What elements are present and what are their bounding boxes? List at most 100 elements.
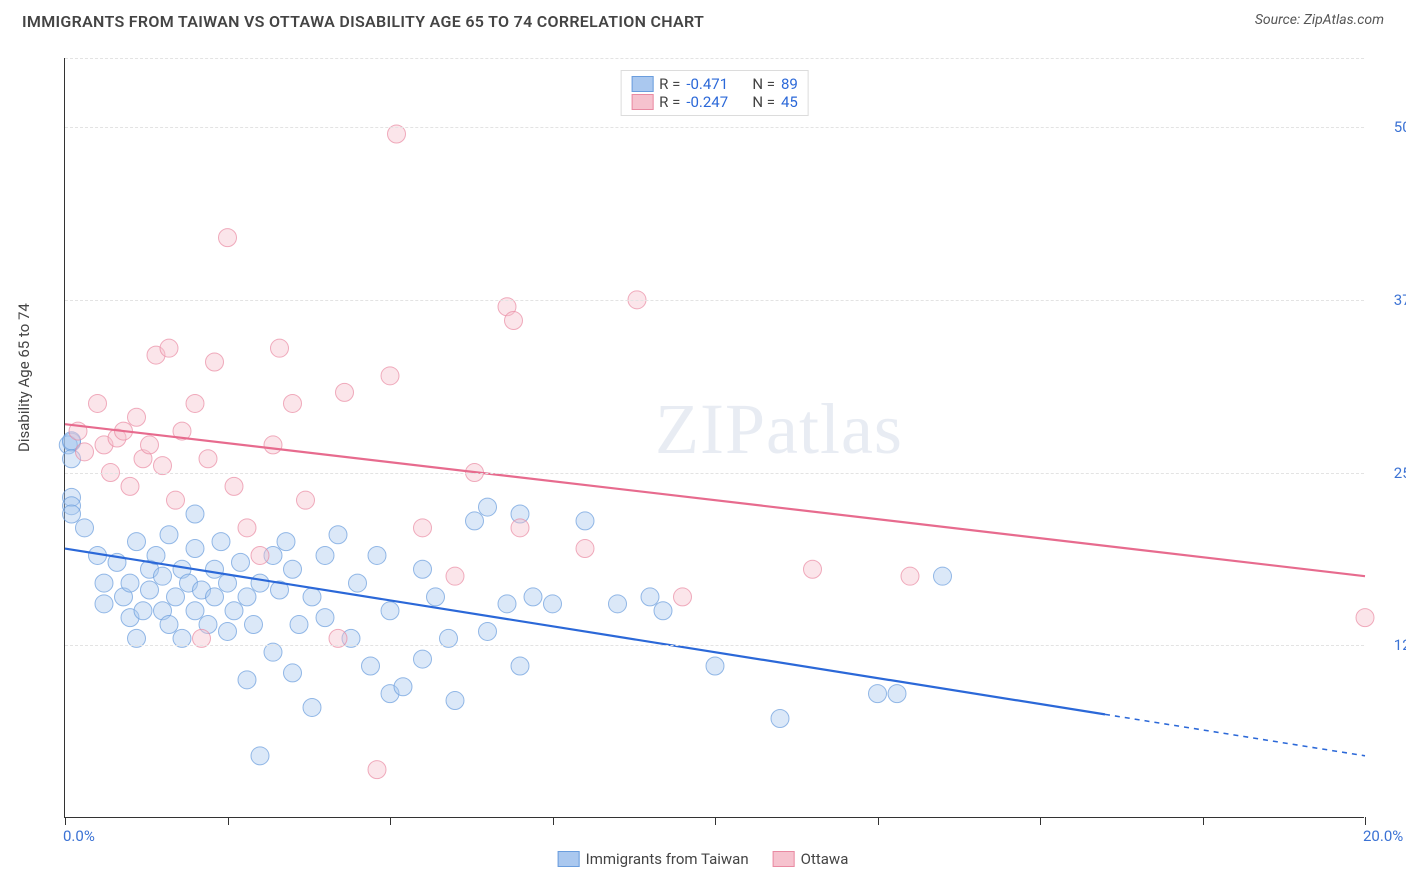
chart-container: Disability Age 65 to 74 ZIPatlas R =-0.4… xyxy=(22,42,1384,862)
data-point xyxy=(277,533,295,551)
data-point xyxy=(245,616,263,634)
data-point xyxy=(284,560,302,578)
data-point xyxy=(225,477,243,495)
data-point xyxy=(498,595,516,613)
data-point xyxy=(414,519,432,537)
data-point xyxy=(219,622,237,640)
grid-line xyxy=(65,645,1364,646)
x-tick xyxy=(1040,817,1041,825)
legend-series-name: Immigrants from Taiwan xyxy=(586,850,749,868)
legend-n-value: 89 xyxy=(781,75,798,93)
data-point xyxy=(264,436,282,454)
data-point xyxy=(186,540,204,558)
legend-r-label: R = xyxy=(659,93,680,111)
x-tick xyxy=(1203,817,1204,825)
grid-line xyxy=(65,127,1364,128)
data-point xyxy=(271,339,289,357)
data-point xyxy=(284,394,302,412)
data-point xyxy=(901,567,919,585)
data-point xyxy=(219,229,237,247)
data-point xyxy=(368,761,386,779)
data-point xyxy=(219,574,237,592)
data-point xyxy=(394,678,412,696)
data-point xyxy=(511,657,529,675)
data-point xyxy=(76,443,94,461)
data-point xyxy=(167,491,185,509)
data-point xyxy=(381,367,399,385)
grid-line xyxy=(65,58,1364,59)
data-point xyxy=(95,574,113,592)
data-point xyxy=(206,588,224,606)
data-point xyxy=(381,602,399,620)
legend-swatch xyxy=(558,851,580,867)
data-point xyxy=(316,546,334,564)
data-point xyxy=(232,553,250,571)
correlation-legend: R =-0.471N =89R =-0.247N =45 xyxy=(620,70,809,116)
data-point xyxy=(167,588,185,606)
data-point xyxy=(186,602,204,620)
data-point xyxy=(238,588,256,606)
legend-n-label: N = xyxy=(752,93,775,111)
data-point xyxy=(303,588,321,606)
data-point xyxy=(479,622,497,640)
grid-line xyxy=(65,300,1364,301)
data-point xyxy=(206,560,224,578)
legend-r-value: -0.247 xyxy=(686,93,746,111)
data-point xyxy=(804,560,822,578)
data-point xyxy=(95,595,113,613)
data-point xyxy=(674,588,692,606)
data-point xyxy=(505,312,523,330)
legend-swatch xyxy=(631,94,653,110)
y-tick-label: 50.0% xyxy=(1394,118,1406,136)
legend-swatch xyxy=(631,76,653,92)
data-point xyxy=(466,512,484,530)
data-point xyxy=(362,657,380,675)
data-point xyxy=(199,450,217,468)
legend-row: R =-0.471N =89 xyxy=(631,75,798,93)
data-point xyxy=(141,436,159,454)
legend-r-label: R = xyxy=(659,75,680,93)
data-point xyxy=(76,519,94,537)
data-point xyxy=(427,588,445,606)
legend-r-value: -0.471 xyxy=(686,75,746,93)
data-point xyxy=(212,533,230,551)
x-tick xyxy=(390,817,391,825)
data-point xyxy=(479,498,497,516)
legend-series-name: Ottawa xyxy=(801,850,849,868)
data-point xyxy=(414,650,432,668)
data-point xyxy=(329,526,347,544)
data-point xyxy=(121,574,139,592)
data-point xyxy=(141,581,159,599)
data-point xyxy=(206,353,224,371)
data-point xyxy=(446,567,464,585)
x-tick xyxy=(1365,817,1366,825)
data-point xyxy=(641,588,659,606)
data-point xyxy=(446,692,464,710)
data-point xyxy=(1356,609,1374,627)
x-tick xyxy=(553,817,554,825)
data-point xyxy=(511,519,529,537)
data-point xyxy=(706,657,724,675)
data-point xyxy=(316,609,334,627)
x-tick-label: 20.0% xyxy=(1363,827,1403,845)
plot-area: ZIPatlas R =-0.471N =89R =-0.247N =45 12… xyxy=(64,58,1364,818)
data-point xyxy=(336,383,354,401)
series-legend: Immigrants from Taiwan Ottawa xyxy=(558,850,849,868)
x-tick-label: 0.0% xyxy=(63,827,95,845)
y-tick-label: 37.5% xyxy=(1394,291,1406,309)
data-point xyxy=(186,394,204,412)
x-tick xyxy=(878,817,879,825)
x-tick xyxy=(715,817,716,825)
data-point xyxy=(290,616,308,634)
data-point xyxy=(609,595,627,613)
data-point xyxy=(368,546,386,564)
x-tick xyxy=(65,817,66,825)
y-tick-label: 25.0% xyxy=(1394,464,1406,482)
data-point xyxy=(251,574,269,592)
data-point xyxy=(251,747,269,765)
data-point xyxy=(134,602,152,620)
data-point xyxy=(128,408,146,426)
legend-item: Immigrants from Taiwan xyxy=(558,850,749,868)
data-point xyxy=(414,560,432,578)
data-point xyxy=(154,567,172,585)
